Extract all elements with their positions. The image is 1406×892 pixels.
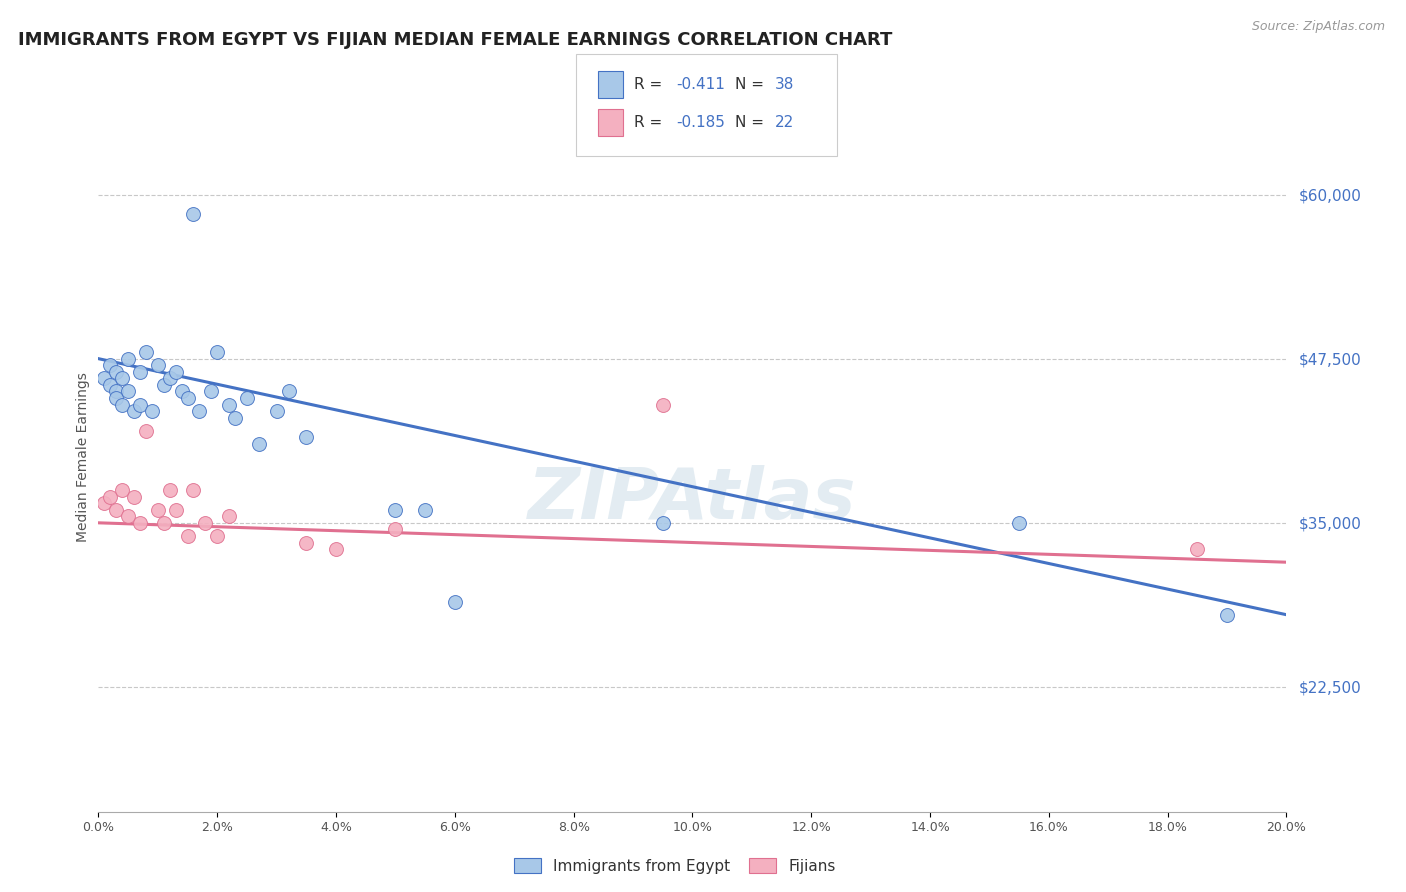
Point [93, 371, 115, 385]
Point [1216, 607, 1239, 622]
Point [170, 384, 193, 399]
Point [194, 516, 217, 530]
Point [207, 345, 229, 359]
Point [295, 430, 318, 444]
Point [93, 496, 115, 510]
Point [176, 529, 198, 543]
Text: R =: R = [634, 78, 668, 92]
Point [247, 437, 270, 451]
Point [224, 410, 246, 425]
Point [105, 391, 128, 405]
Point [176, 391, 198, 405]
Point [122, 490, 145, 504]
Point [111, 398, 134, 412]
Text: IMMIGRANTS FROM EGYPT VS FIJIAN MEDIAN FEMALE EARNINGS CORRELATION CHART: IMMIGRANTS FROM EGYPT VS FIJIAN MEDIAN F… [18, 31, 893, 49]
Y-axis label: Median Female Earnings: Median Female Earnings [76, 372, 90, 542]
Point [1008, 516, 1031, 530]
Point [146, 358, 169, 372]
Point [146, 502, 169, 516]
Point [117, 384, 139, 399]
Point [183, 207, 205, 221]
Point [413, 502, 436, 516]
Point [141, 404, 163, 418]
Text: N =: N = [735, 78, 769, 92]
Point [218, 509, 240, 524]
Point [129, 365, 152, 379]
Point [105, 384, 128, 399]
Point [295, 535, 318, 549]
Point [218, 398, 240, 412]
Point [1187, 542, 1209, 557]
Point [105, 365, 128, 379]
Point [266, 404, 288, 418]
Point [651, 398, 673, 412]
Point [152, 378, 174, 392]
Point [117, 509, 139, 524]
Point [236, 391, 259, 405]
Point [135, 424, 157, 438]
Point [325, 542, 347, 557]
Point [111, 483, 134, 497]
Point [183, 483, 205, 497]
Text: 22: 22 [775, 115, 794, 129]
Point [651, 516, 673, 530]
Point [384, 522, 406, 536]
Point [129, 398, 152, 412]
Point [98, 358, 121, 372]
Point [277, 384, 299, 399]
Point [207, 529, 229, 543]
Point [122, 404, 145, 418]
Point [129, 516, 152, 530]
Text: 38: 38 [775, 78, 794, 92]
Text: Source: ZipAtlas.com: Source: ZipAtlas.com [1251, 20, 1385, 33]
Point [188, 404, 211, 418]
Point [443, 594, 465, 608]
Point [117, 351, 139, 366]
Point [200, 384, 222, 399]
Point [105, 502, 128, 516]
Text: -0.411: -0.411 [676, 78, 725, 92]
Point [159, 483, 181, 497]
Point [98, 490, 121, 504]
Text: -0.185: -0.185 [676, 115, 725, 129]
Text: ZIPAtlas: ZIPAtlas [529, 466, 856, 534]
Point [165, 365, 187, 379]
Text: N =: N = [735, 115, 769, 129]
Point [135, 345, 157, 359]
Point [165, 502, 187, 516]
Point [159, 371, 181, 385]
Point [152, 516, 174, 530]
Point [111, 371, 134, 385]
Text: R =: R = [634, 115, 668, 129]
Point [384, 502, 406, 516]
Legend: Immigrants from Egypt, Fijians: Immigrants from Egypt, Fijians [508, 852, 842, 880]
Point [98, 378, 121, 392]
